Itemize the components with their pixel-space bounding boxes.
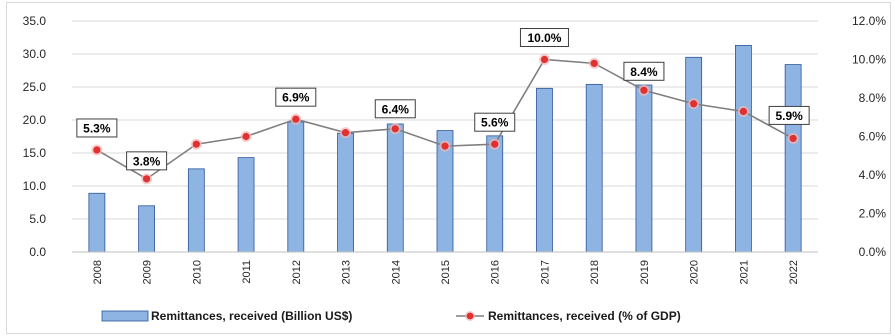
line-layer <box>91 54 799 185</box>
y-left-tick-label: 10.0 <box>23 179 47 193</box>
legend-layer: Remittances, received (Billion US$) Remit… <box>101 309 681 323</box>
gdp-marker <box>192 140 200 148</box>
gdp-marker <box>143 175 151 183</box>
legend-marker <box>466 312 474 320</box>
data-label: 6.9% <box>282 91 310 105</box>
x-tick-label: 2010 <box>191 260 203 284</box>
bar <box>187 168 205 253</box>
bar <box>486 135 504 253</box>
bar <box>337 132 354 253</box>
label-layer: 5.3% 3.8% 6.9% 6.4% 5.6% 10.0% 8.4% 5.9% <box>76 28 810 171</box>
y-left-tick-label: 5.0 <box>29 212 46 226</box>
gdp-marker <box>590 59 598 67</box>
y-left-tick-label: 15.0 <box>23 146 47 160</box>
gdp-marker <box>789 134 797 143</box>
gdp-marker <box>441 142 449 150</box>
x-tick-label: 2022 <box>788 260 800 284</box>
data-label-box <box>126 151 168 171</box>
gdp-marker <box>491 140 499 148</box>
bar <box>784 64 802 253</box>
x-tick-label: 2018 <box>589 260 601 284</box>
data-label: 5.3% <box>83 121 111 135</box>
gdp-marker <box>540 55 549 64</box>
y-right-tick-label: 6.0% <box>859 130 887 144</box>
data-label-box <box>76 118 118 138</box>
y-left-tick-label: 20.0 <box>23 113 47 127</box>
data-label: 5.6% <box>481 116 509 130</box>
gdp-marker <box>690 100 698 108</box>
y-left-tick-label: 30.0 <box>23 47 47 61</box>
x-tick-label: 2020 <box>689 260 701 284</box>
y-right-tick-label: 10.0% <box>852 53 886 67</box>
x-tick-label: 2008 <box>92 260 104 284</box>
y-left-tick-label: 35.0 <box>23 14 47 28</box>
x-tick-label: 2013 <box>341 260 353 284</box>
gdp-marker <box>292 115 300 123</box>
bar <box>685 56 703 253</box>
y-right-tick-label: 0.0% <box>859 245 887 259</box>
legend-bar-swatch <box>101 310 149 322</box>
bar <box>735 45 752 253</box>
data-label-box <box>275 87 317 107</box>
data-label: 3.8% <box>133 154 161 168</box>
bar <box>88 192 106 253</box>
x-tick-label: 2015 <box>440 260 452 284</box>
bar-layer <box>88 45 802 253</box>
axis-layer: 0.0 5.0 10.0 15.0 20.0 25.0 30.0 35.0 0.0% 2.0% 4.… <box>23 14 887 284</box>
x-tick-label: 2011 <box>241 260 253 284</box>
gdp-marker <box>739 107 748 116</box>
bar <box>386 123 404 253</box>
bar <box>635 84 653 253</box>
bar <box>237 157 255 253</box>
gdp-marker <box>341 129 350 137</box>
data-label-box <box>623 61 665 81</box>
y-right-tick-label: 2.0% <box>859 207 887 221</box>
data-label-box <box>474 112 516 132</box>
x-tick-label: 2019 <box>639 260 651 284</box>
gdp-marker <box>640 86 648 94</box>
data-label-box <box>519 28 569 47</box>
x-tick-label: 2009 <box>142 260 154 284</box>
x-tick-label: 2016 <box>490 260 502 284</box>
bar <box>138 205 156 253</box>
gdp-marker <box>391 125 399 133</box>
gdp-marker <box>93 146 101 154</box>
y-left-tick-label: 25.0 <box>23 80 47 94</box>
legend-line-label: Remittances, received (% of GDP) <box>488 309 681 323</box>
bar <box>536 87 553 253</box>
data-label: 5.9% <box>775 109 803 123</box>
y-right-tick-label: 12.0% <box>852 14 886 28</box>
x-tick-label: 2017 <box>539 260 551 284</box>
y-right-tick-label: 4.0% <box>859 168 887 182</box>
bar <box>287 121 305 253</box>
legend-bar-label: Remittances, received (Billion US$) <box>151 309 352 323</box>
data-label-box <box>768 105 810 125</box>
data-label: 6.4% <box>382 102 410 116</box>
x-tick-label: 2021 <box>738 260 750 284</box>
bar <box>585 83 603 253</box>
data-label: 10.0% <box>527 31 561 45</box>
y-left-tick-label: 0.0 <box>29 245 46 259</box>
x-tick-label: 2012 <box>291 260 303 284</box>
x-tick-label: 2014 <box>390 260 402 284</box>
y-right-tick-label: 8.0% <box>859 91 887 105</box>
data-label-box <box>374 99 416 119</box>
data-label: 8.4% <box>630 65 658 79</box>
gdp-marker <box>242 132 250 141</box>
